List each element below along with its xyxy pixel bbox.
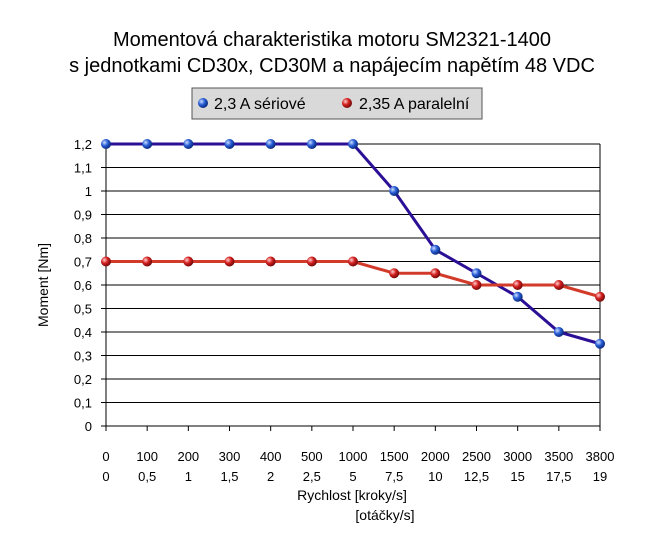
x-tick-label: 100	[136, 449, 158, 464]
data-point-series-2	[595, 291, 605, 302]
y-tick-label: 0,5	[74, 302, 92, 317]
x-tick-label-secondary: 10	[428, 469, 442, 484]
data-point-series-2	[224, 256, 235, 267]
x-tick-label-secondary: 12,5	[464, 469, 489, 484]
data-point-series-2	[389, 268, 400, 279]
series-line-2	[106, 260, 601, 299]
x-axis-label: Rychlost [kroky/s]	[297, 487, 407, 503]
legend: 2,3 A sériové 2,35 A paralelní	[191, 87, 483, 120]
y-tick-label: 0,8	[74, 231, 92, 246]
data-point-series-2	[348, 256, 358, 267]
data-point-series-2	[553, 280, 564, 290]
data-point-series-1	[389, 186, 400, 196]
chart-title-line-2: s jednotkami CD30x, CD30M a napájecím na…	[69, 55, 595, 77]
x-tick-label-secondary: 17,5	[546, 469, 571, 484]
x-tick-label: 200	[177, 449, 199, 464]
data-point-series-2	[265, 256, 276, 267]
y-tick-label: 0,7	[74, 255, 92, 270]
y-tick-label: 0,6	[74, 278, 92, 293]
data-point-series-1	[306, 139, 317, 149]
data-point-series-1	[595, 338, 605, 349]
x-tick-label: 3800	[586, 449, 615, 464]
data-point-series-2	[430, 268, 441, 279]
x-tick-label: 1000	[339, 449, 368, 464]
x-tick-label: 300	[219, 449, 241, 464]
y-tick-label: 0,2	[74, 372, 92, 387]
data-point-series-1	[101, 139, 111, 149]
legend-label-series-1: 2,3 A sériové	[214, 96, 306, 113]
x-tick-label: 2500	[462, 449, 491, 464]
data-point-series-2	[471, 280, 482, 290]
x-tick-label-secondary: 2,5	[303, 469, 321, 484]
x-tick-label: 400	[260, 449, 282, 464]
x-tick-label-secondary: 1	[185, 469, 192, 484]
y-tick-label: 0	[85, 419, 92, 434]
x-tick-label-secondary: 15	[510, 469, 524, 484]
y-tick-label: 0,9	[74, 208, 92, 223]
x-tick-label: 500	[301, 449, 323, 464]
x-tick-label-secondary: 19	[593, 469, 607, 484]
x-tick-label: 3000	[503, 449, 532, 464]
x-axis-label-2: [otáčky/s]	[355, 507, 414, 523]
y-tick-label: 0,1	[74, 396, 92, 411]
y-tick-label: 0,4	[74, 325, 92, 340]
x-tick-label-secondary: 5	[349, 469, 356, 484]
data-point-series-2	[101, 256, 111, 267]
y-axis-label: Moment [Nm]	[35, 243, 51, 327]
legend-marker-series-1	[198, 98, 208, 108]
x-tick-label: 2000	[421, 449, 450, 464]
data-point-series-2	[142, 256, 153, 267]
data-point-series-1	[183, 139, 194, 149]
data-point-series-2	[512, 280, 523, 290]
x-tick-label: 0	[102, 449, 109, 464]
x-tick-label: 1500	[380, 449, 409, 464]
y-tick-label: 0,3	[74, 349, 92, 364]
x-tick-label-secondary: 0,5	[138, 469, 156, 484]
data-point-series-2	[306, 256, 317, 267]
x-tick-label-secondary: 0	[102, 469, 109, 484]
x-tick-label: 3500	[544, 449, 573, 464]
x-tick-label-secondary: 1,5	[220, 469, 238, 484]
x-tick-label-secondary: 7,5	[385, 469, 403, 484]
x-tick-label-secondary: 2	[267, 469, 274, 484]
data-point-series-1	[512, 291, 523, 302]
legend-label-series-2: 2,35 A paralelní	[359, 96, 470, 113]
data-point-series-1	[224, 139, 235, 149]
data-point-series-1	[430, 244, 441, 255]
legend-box	[191, 87, 483, 120]
y-tick-label: 1,1	[74, 161, 92, 176]
data-point-series-1	[265, 139, 276, 149]
data-point-series-1	[348, 139, 358, 149]
chart-title-line-1: Momentová charakteristika motoru SM2321-…	[113, 29, 551, 51]
data-point-series-1	[471, 268, 482, 279]
y-tick-label: 1,2	[74, 137, 92, 152]
data-point-series-2	[183, 256, 194, 267]
data-point-series-1	[142, 139, 153, 149]
data-point-series-1	[553, 327, 564, 337]
legend-marker-series-2	[342, 98, 352, 108]
series-line-1	[106, 142, 601, 346]
y-tick-label: 1	[85, 184, 92, 199]
